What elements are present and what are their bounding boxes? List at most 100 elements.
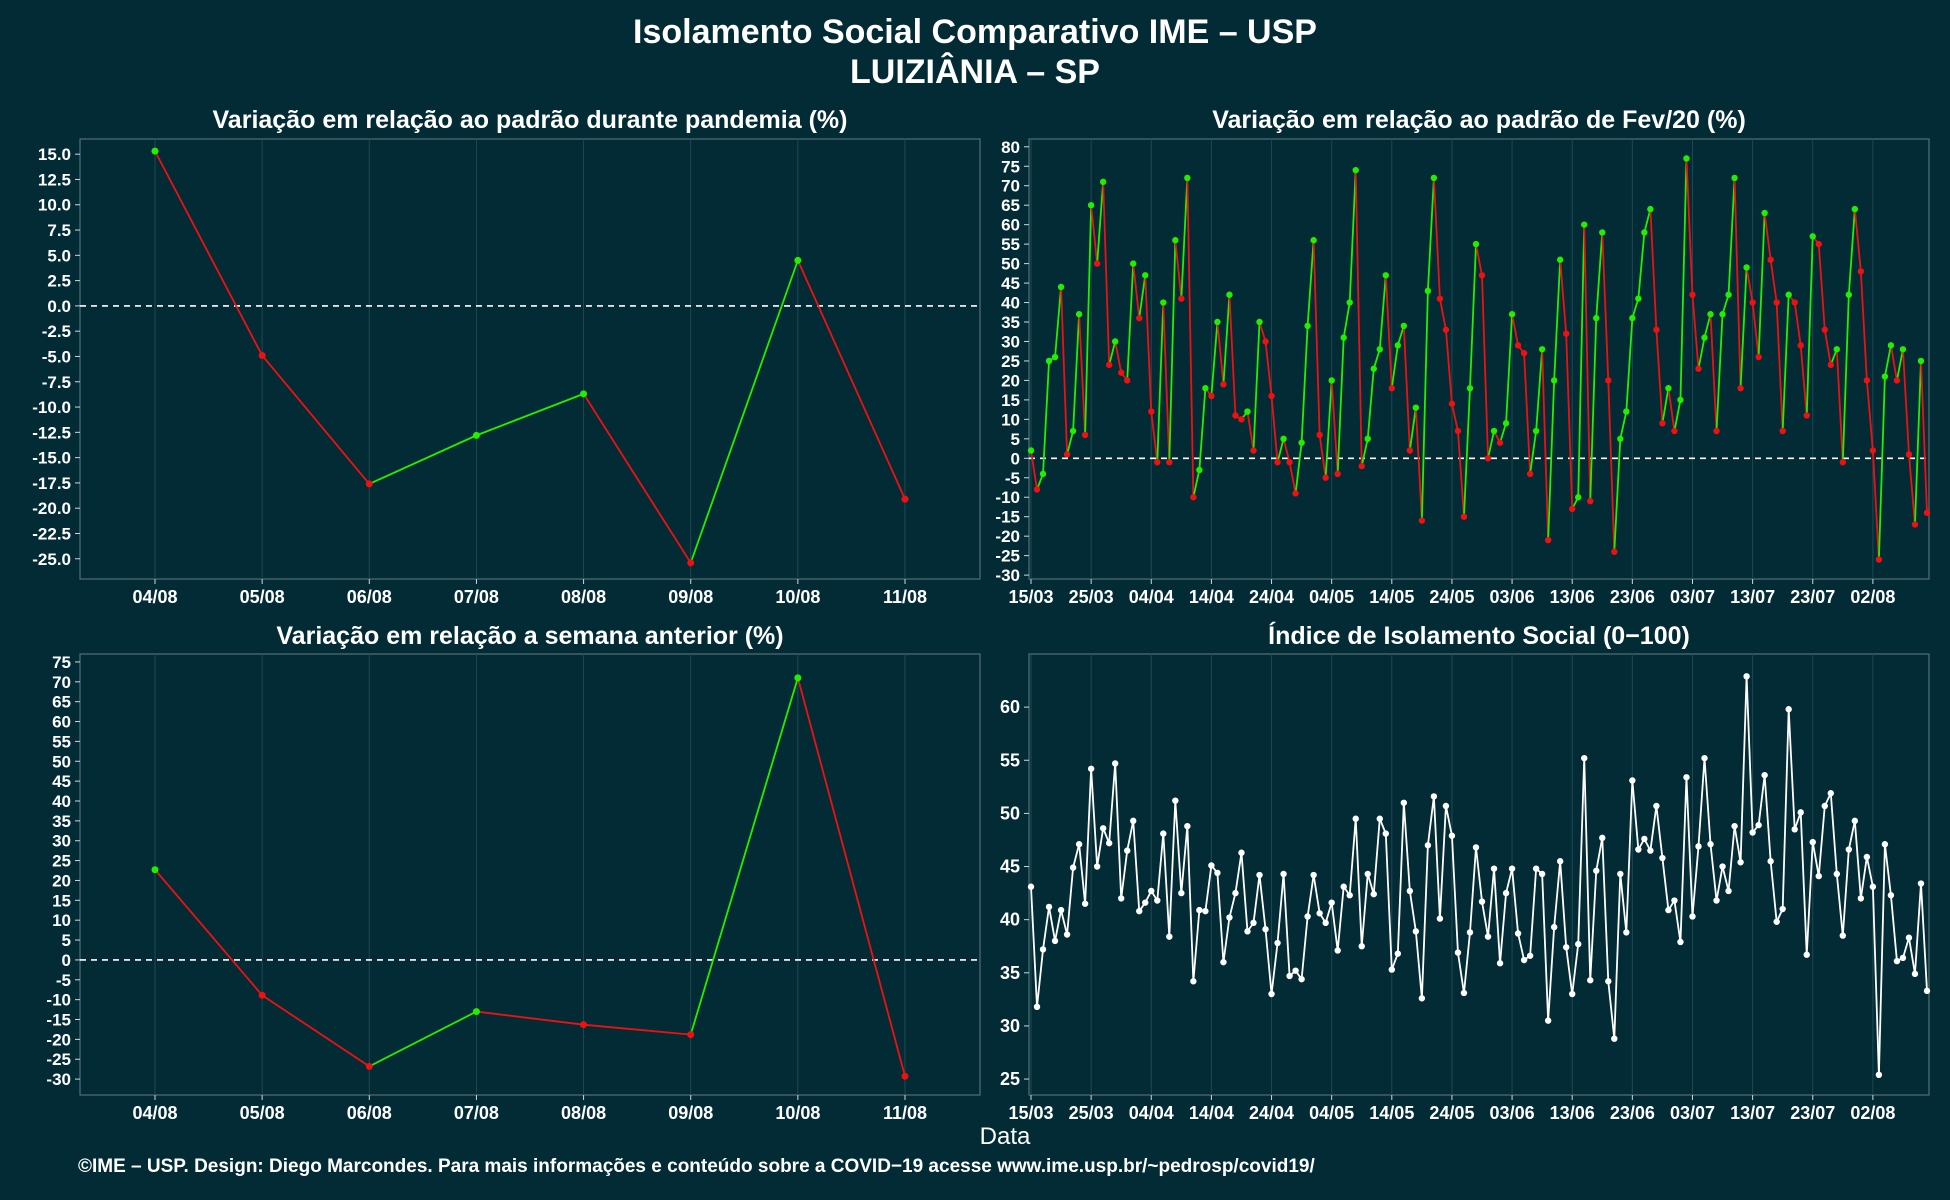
series-segment-index xyxy=(1240,852,1249,932)
data-point-index xyxy=(1027,883,1035,890)
series-segment-feb20 xyxy=(1607,380,1616,552)
data-point-index xyxy=(1719,863,1726,870)
x-tick-label: 10/08 xyxy=(775,1103,820,1123)
plot-frame xyxy=(79,653,981,1096)
data-point-week xyxy=(258,991,266,999)
y-tick-label: 75 xyxy=(1001,157,1020,176)
series-segment-feb20 xyxy=(1168,240,1177,463)
x-tick-label: 04/04 xyxy=(1129,587,1174,607)
series-segment-feb20 xyxy=(1823,329,1832,365)
data-point-feb20 xyxy=(1051,353,1059,361)
series-segment-feb20 xyxy=(1060,286,1068,455)
x-tick-label: 24/05 xyxy=(1429,1103,1474,1123)
series-segment-index xyxy=(1715,866,1724,901)
series-segment-feb20 xyxy=(1138,275,1147,319)
series-segment-pandemic xyxy=(476,393,584,437)
series-segment-index xyxy=(1613,873,1622,1039)
series-segment-index xyxy=(1475,847,1483,902)
data-point-feb20 xyxy=(1340,334,1347,341)
data-point-pandemic xyxy=(687,559,695,567)
x-tick-label: 11/08 xyxy=(883,587,927,607)
series-segment-index xyxy=(1697,758,1706,847)
data-point-feb20 xyxy=(1659,420,1666,427)
y-tick-label: -2.5 xyxy=(42,322,71,341)
y-tick-label: 35 xyxy=(52,812,71,831)
series-segment-feb20 xyxy=(1426,177,1435,291)
y-tick-label: 20 xyxy=(52,871,71,890)
data-point-index xyxy=(1063,931,1071,938)
data-point-feb20 xyxy=(1701,334,1708,341)
data-point-feb20 xyxy=(1286,458,1293,466)
data-point-index xyxy=(1105,839,1113,847)
data-point-index xyxy=(1184,822,1191,830)
data-point-index xyxy=(1629,777,1636,784)
series-segment-feb20 xyxy=(1354,170,1363,467)
series-segment-index xyxy=(1499,893,1507,964)
x-tick-label: 24/05 xyxy=(1429,587,1474,607)
data-point-feb20 xyxy=(1821,326,1828,333)
data-point-index xyxy=(1033,1003,1041,1010)
series-segment-index xyxy=(1739,676,1748,863)
data-point-feb20 xyxy=(1274,458,1281,466)
data-point-index xyxy=(1154,897,1161,904)
series-segment-feb20 xyxy=(1896,349,1904,381)
data-point-index xyxy=(1635,846,1642,853)
data-point-index xyxy=(1244,928,1251,935)
data-point-feb20 xyxy=(1298,439,1305,446)
series-segment-feb20 xyxy=(1030,450,1038,490)
series-segment-feb20 xyxy=(1673,399,1682,432)
data-point-feb20 xyxy=(1075,311,1083,318)
data-point-index xyxy=(1713,897,1720,904)
series-segment-feb20 xyxy=(1366,368,1375,439)
data-point-feb20 xyxy=(1220,381,1227,388)
data-point-feb20 xyxy=(1418,517,1426,524)
data-point-index xyxy=(1472,844,1480,851)
data-point-index xyxy=(1647,847,1654,854)
series-segment-index xyxy=(1306,874,1315,917)
footer-credits: ©IME – USP. Design: Diego Marcondes. Par… xyxy=(78,1156,1315,1177)
y-tick-label: 40 xyxy=(1000,910,1020,930)
series-segment-index xyxy=(1420,845,1429,999)
data-point-index xyxy=(1130,817,1137,825)
data-point-feb20 xyxy=(1653,326,1660,333)
data-point-pandemic xyxy=(794,256,802,264)
x-tick-label: 04/04 xyxy=(1129,1103,1174,1123)
data-point-index xyxy=(1136,907,1143,915)
series-segment-index xyxy=(1877,844,1886,1075)
data-point-index xyxy=(1526,952,1534,959)
data-point-feb20 xyxy=(1629,314,1636,322)
data-point-index xyxy=(1731,822,1738,830)
series-segment-index xyxy=(1589,870,1598,981)
series-segment-feb20 xyxy=(1186,177,1195,498)
series-segment-feb20 xyxy=(1565,333,1574,509)
plot-frame xyxy=(1028,138,1930,580)
data-point-feb20 xyxy=(1033,486,1041,493)
series-segment-feb20 xyxy=(1817,244,1826,330)
series-segment-index xyxy=(1661,857,1670,911)
main-title-line1: Isolamento Social Comparativo IME – USP xyxy=(633,13,1317,51)
x-tick-label: 05/08 xyxy=(240,587,285,607)
series-segment-index xyxy=(1691,846,1700,917)
series-segment-index xyxy=(1372,818,1381,895)
data-point-index xyxy=(1659,854,1666,862)
series-segment-feb20 xyxy=(1739,267,1748,389)
data-point-feb20 xyxy=(1689,291,1696,298)
data-point-feb20 xyxy=(1256,318,1263,326)
data-point-feb20 xyxy=(1202,385,1209,392)
data-point-feb20 xyxy=(1791,299,1798,306)
data-point-index xyxy=(1785,706,1792,713)
data-point-feb20 xyxy=(1887,342,1895,349)
data-point-pandemic xyxy=(151,147,159,155)
series-segment-index xyxy=(1757,775,1766,826)
series-segment-feb20 xyxy=(1192,469,1201,498)
data-point-index xyxy=(1737,859,1744,866)
y-tick-label: 70 xyxy=(1001,177,1020,196)
y-tick-label: 10 xyxy=(1001,410,1020,429)
data-point-feb20 xyxy=(1833,346,1840,353)
data-point-index xyxy=(1352,815,1359,822)
data-point-feb20 xyxy=(1881,373,1889,380)
data-point-index xyxy=(1599,834,1606,842)
data-point-feb20 xyxy=(1725,291,1732,298)
y-tick-label: 55 xyxy=(1000,750,1020,770)
